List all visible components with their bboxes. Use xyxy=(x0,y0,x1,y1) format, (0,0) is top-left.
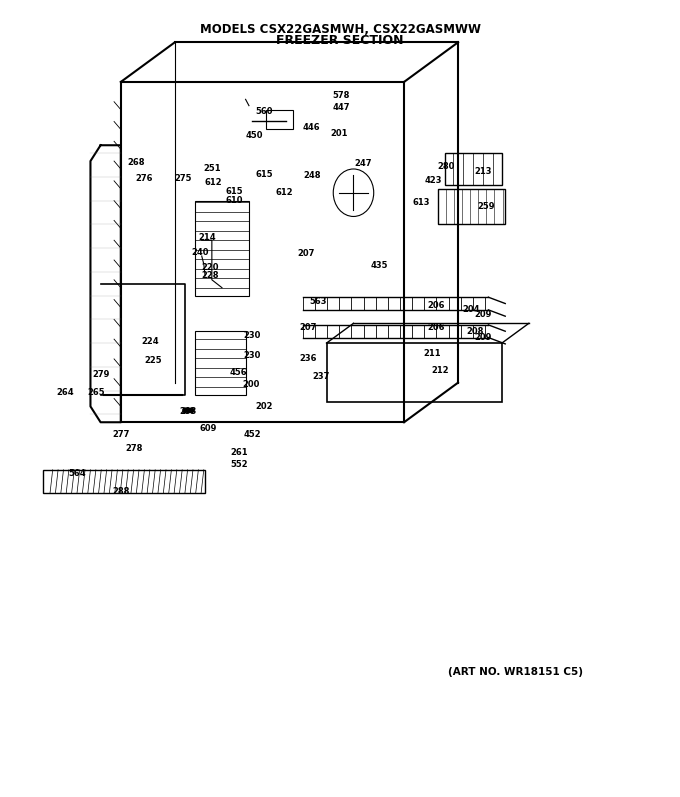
Text: 552: 552 xyxy=(230,460,248,469)
Text: 240: 240 xyxy=(192,248,209,257)
Text: 211: 211 xyxy=(424,349,441,358)
Text: 230: 230 xyxy=(243,351,261,360)
Bar xyxy=(438,189,505,225)
Text: 450: 450 xyxy=(245,132,263,140)
Text: 202: 202 xyxy=(256,402,273,411)
Text: 207: 207 xyxy=(298,249,315,258)
Text: 560: 560 xyxy=(256,108,273,116)
Text: 280: 280 xyxy=(437,162,454,171)
Text: MODELS CSX22GASMWH, CSX22GASMWW: MODELS CSX22GASMWH, CSX22GASMWW xyxy=(199,22,481,36)
Text: 259: 259 xyxy=(477,202,494,211)
Text: 237: 237 xyxy=(312,372,330,381)
Text: 207: 207 xyxy=(300,323,317,332)
Text: 293: 293 xyxy=(180,407,197,417)
Text: (ART NO. WR18151 C5): (ART NO. WR18151 C5) xyxy=(448,666,583,677)
Bar xyxy=(326,343,502,402)
Text: 209: 209 xyxy=(474,310,492,319)
Text: 224: 224 xyxy=(141,337,158,346)
Text: 213: 213 xyxy=(474,167,492,176)
Text: 613: 613 xyxy=(412,198,430,206)
Text: 212: 212 xyxy=(431,366,449,375)
Bar xyxy=(195,332,245,395)
Text: 610: 610 xyxy=(225,196,243,205)
Text: 201: 201 xyxy=(330,129,347,138)
Text: 578: 578 xyxy=(333,91,350,100)
Circle shape xyxy=(183,408,187,413)
Text: 209: 209 xyxy=(474,333,492,342)
Text: 261: 261 xyxy=(230,448,248,457)
Text: 214: 214 xyxy=(199,234,216,242)
Text: 447: 447 xyxy=(333,103,350,112)
Text: 228: 228 xyxy=(202,271,219,281)
Text: 225: 225 xyxy=(144,356,162,365)
Bar xyxy=(266,110,293,129)
Text: 612: 612 xyxy=(276,188,294,197)
Text: 206: 206 xyxy=(428,323,445,332)
Text: 423: 423 xyxy=(424,175,442,185)
Text: 264: 264 xyxy=(56,387,74,397)
Text: 265: 265 xyxy=(87,387,105,397)
Text: 200: 200 xyxy=(242,379,260,389)
Text: 435: 435 xyxy=(371,261,388,270)
Text: 277: 277 xyxy=(112,430,129,438)
Text: 208: 208 xyxy=(466,327,483,336)
Text: 446: 446 xyxy=(303,124,320,132)
Circle shape xyxy=(186,408,190,413)
Text: 278: 278 xyxy=(126,444,143,453)
Text: 251: 251 xyxy=(203,164,221,174)
Text: 276: 276 xyxy=(136,174,153,183)
Text: 563: 563 xyxy=(309,297,327,306)
Text: 452: 452 xyxy=(243,430,261,438)
Text: 275: 275 xyxy=(175,174,192,183)
Text: 236: 236 xyxy=(300,354,317,363)
Text: 248: 248 xyxy=(303,171,320,180)
Text: FREEZER SECTION: FREEZER SECTION xyxy=(276,34,404,48)
Text: 456: 456 xyxy=(230,368,248,377)
Text: 247: 247 xyxy=(355,159,373,168)
Text: 612: 612 xyxy=(205,178,222,187)
Text: 220: 220 xyxy=(202,263,219,272)
Text: 609: 609 xyxy=(200,424,217,433)
Bar xyxy=(44,469,205,493)
Text: 615: 615 xyxy=(256,170,273,179)
Circle shape xyxy=(190,408,194,413)
Bar xyxy=(445,153,502,185)
Text: 564: 564 xyxy=(68,469,86,478)
Text: 279: 279 xyxy=(92,371,109,379)
Text: 230: 230 xyxy=(243,331,261,340)
Text: 206: 206 xyxy=(428,301,445,310)
Bar xyxy=(195,201,249,296)
Text: 268: 268 xyxy=(127,158,144,167)
Text: 288: 288 xyxy=(112,487,129,496)
Text: 615: 615 xyxy=(225,186,243,195)
Text: 204: 204 xyxy=(462,304,479,313)
